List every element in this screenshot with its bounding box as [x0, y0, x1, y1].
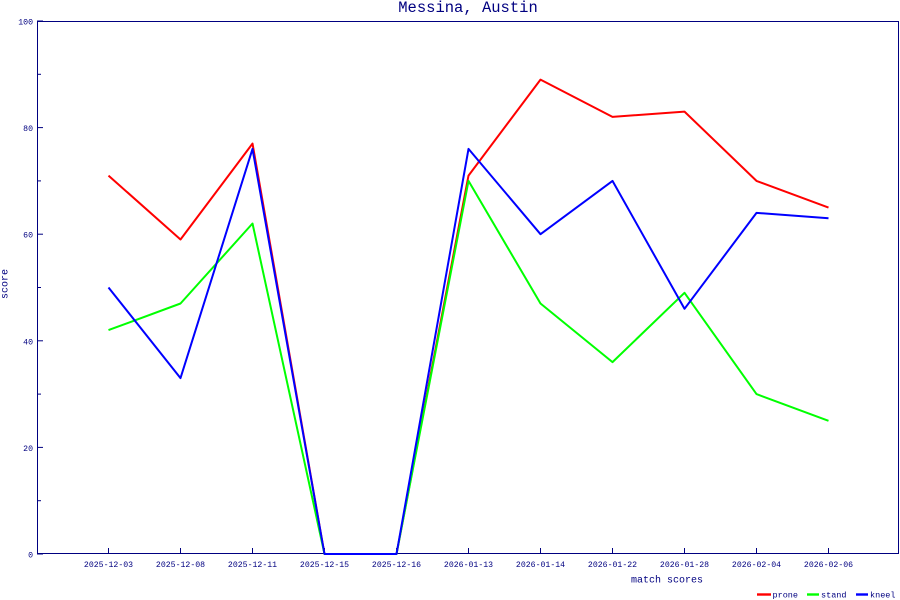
- svg-text:100: 100: [18, 19, 33, 28]
- svg-text:2026-01-13: 2026-01-13: [444, 561, 493, 570]
- svg-text:2025-12-16: 2025-12-16: [372, 561, 421, 570]
- svg-text:2026-02-04: 2026-02-04: [732, 561, 781, 570]
- svg-text:Messina, Austin: Messina, Austin: [398, 0, 538, 17]
- svg-text:2025-12-15: 2025-12-15: [300, 561, 349, 570]
- svg-text:2026-01-28: 2026-01-28: [660, 561, 709, 570]
- svg-text:60: 60: [23, 232, 33, 241]
- svg-text:kneel: kneel: [870, 590, 896, 600]
- svg-text:80: 80: [23, 125, 33, 134]
- svg-text:2026-01-22: 2026-01-22: [588, 561, 637, 570]
- svg-text:2025-12-08: 2025-12-08: [156, 561, 205, 570]
- svg-text:2026-01-14: 2026-01-14: [516, 561, 565, 570]
- svg-text:prone: prone: [773, 590, 799, 600]
- svg-text:stand: stand: [821, 590, 847, 600]
- svg-text:20: 20: [23, 445, 33, 454]
- svg-text:score: score: [1, 269, 12, 299]
- svg-text:2026-02-06: 2026-02-06: [804, 561, 853, 570]
- svg-text:match scores: match scores: [631, 575, 703, 587]
- svg-text:2025-12-11: 2025-12-11: [228, 561, 277, 570]
- svg-text:40: 40: [23, 338, 33, 347]
- svg-text:2025-12-03: 2025-12-03: [84, 561, 133, 570]
- svg-text:0: 0: [28, 552, 33, 561]
